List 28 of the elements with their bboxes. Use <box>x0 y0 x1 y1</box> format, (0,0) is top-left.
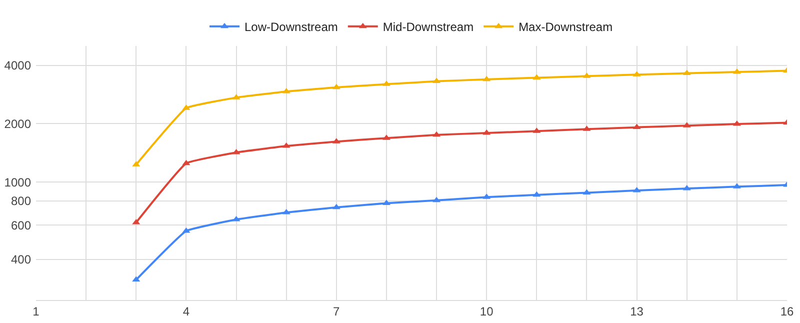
point <box>632 124 641 130</box>
legend-label: Max-Downstream <box>518 20 613 34</box>
point <box>532 191 541 197</box>
y-tick-label: 400 <box>10 252 32 267</box>
y-tick-label: 600 <box>10 218 32 232</box>
point <box>232 148 240 154</box>
x-tick-label: 4 <box>182 304 190 318</box>
point <box>332 84 340 90</box>
point <box>682 70 691 76</box>
point <box>132 276 140 282</box>
x-tick-label: 13 <box>630 304 644 318</box>
y-tick-label: 1000 <box>4 175 32 190</box>
point <box>282 208 290 214</box>
point <box>282 88 290 94</box>
y-tick-label: 800 <box>10 194 32 208</box>
point <box>332 204 340 210</box>
point <box>632 186 641 192</box>
legend-label: Low-Downstream <box>244 20 338 34</box>
point <box>132 218 140 224</box>
x-tick-label: 7 <box>333 304 340 318</box>
x-tick-label: 1 <box>32 304 40 318</box>
point <box>482 76 491 82</box>
point <box>182 160 190 166</box>
x-tick-label: 16 <box>780 304 794 318</box>
y-tick-label: 2000 <box>4 116 32 131</box>
legend-label: Mid-Downstream <box>382 20 474 34</box>
y-tick-label: 4000 <box>4 58 32 73</box>
x-tick-label: 10 <box>480 304 494 318</box>
